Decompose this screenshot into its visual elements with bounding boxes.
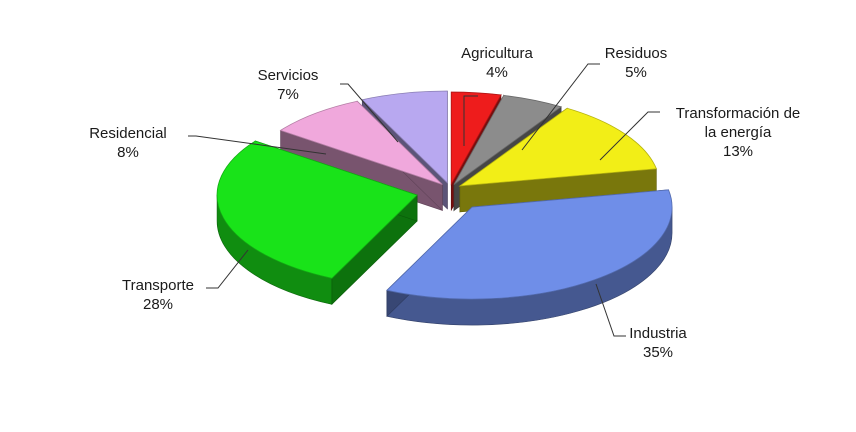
slice-name-label: Residuos xyxy=(605,45,668,62)
leader-line-2 xyxy=(521,63,600,151)
slice-name-label: Transporte xyxy=(122,277,194,294)
slice-percent-label: 5% xyxy=(625,64,647,81)
slice-name-label: la energía xyxy=(705,124,772,141)
slice-percent-label: 35% xyxy=(643,344,673,361)
slice-name-label: Transformación de xyxy=(676,105,801,122)
slice-percent-label: 13% xyxy=(723,143,753,160)
pie-slice-2 xyxy=(453,94,563,185)
leader-line-7 xyxy=(340,83,399,143)
slice-name-label: Agricultura xyxy=(461,45,533,62)
leader-line-5 xyxy=(206,249,249,289)
slice-name-label: Industria xyxy=(629,325,687,342)
pie-slice-6 xyxy=(279,100,443,185)
slice-percent-label: 7% xyxy=(277,86,299,103)
leader-line-4 xyxy=(595,283,626,337)
pie-slice-5 xyxy=(216,140,418,279)
leader-line-1 xyxy=(463,95,478,146)
slice-percent-label: 28% xyxy=(143,296,173,313)
leader-line-6 xyxy=(188,135,327,155)
slice-percent-label: 4% xyxy=(486,64,508,81)
slice-percent-label: 8% xyxy=(117,144,139,161)
pie-slice-4 xyxy=(386,189,673,300)
pie-slice-7 xyxy=(361,90,448,184)
slice-name-label: Residencial xyxy=(89,125,167,142)
leader-line-3 xyxy=(599,111,660,161)
slice-tops xyxy=(216,90,673,300)
data-labels: Agricultura 4% Residuos 5% Transformación de… xyxy=(89,45,800,361)
slice-name-label: Servicios xyxy=(258,67,319,84)
